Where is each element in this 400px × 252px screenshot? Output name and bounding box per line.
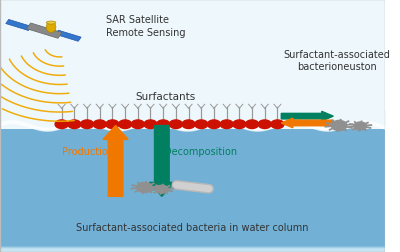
Bar [0, 217, 385, 248]
Circle shape [208, 120, 220, 129]
Bar [0, 189, 385, 247]
Bar [0, 211, 385, 248]
Circle shape [195, 120, 208, 129]
Bar [0, 170, 385, 247]
FancyArrow shape [103, 126, 128, 197]
Circle shape [68, 120, 81, 129]
FancyArrow shape [149, 126, 174, 197]
Circle shape [169, 120, 182, 129]
Bar [0, 214, 385, 248]
Bar [0, 176, 385, 247]
Bar [0, 227, 385, 248]
Text: Decomposition: Decomposition [164, 146, 237, 156]
Bar [0, 199, 385, 247]
Bar [0, 167, 385, 247]
Bar [0, 151, 385, 246]
Bar [0, 236, 385, 248]
Bar [0, 224, 385, 248]
Bar [0, 173, 385, 247]
FancyArrow shape [281, 119, 333, 128]
Circle shape [246, 120, 258, 129]
Bar [0, 205, 385, 248]
Bar [0, 230, 385, 248]
Polygon shape [6, 20, 31, 32]
Bar [0, 233, 385, 248]
Bar [0, 183, 385, 247]
Circle shape [118, 120, 132, 129]
Bar [0, 220, 385, 248]
FancyArrow shape [281, 112, 333, 121]
Text: SAR Satellite
Remote Sensing: SAR Satellite Remote Sensing [106, 15, 186, 38]
Bar [0, 154, 385, 246]
Bar [0, 164, 385, 247]
Circle shape [144, 120, 157, 129]
Circle shape [331, 121, 347, 131]
Ellipse shape [46, 22, 56, 25]
Bar [0, 148, 385, 246]
Text: Surfactant-associated
bacterioneuston: Surfactant-associated bacterioneuston [284, 49, 390, 72]
Circle shape [93, 120, 106, 129]
Ellipse shape [46, 23, 56, 33]
Polygon shape [56, 31, 81, 42]
Circle shape [157, 120, 170, 129]
Bar [0, 202, 385, 247]
Bar [0, 249, 385, 252]
Circle shape [55, 120, 68, 129]
Bar [0, 246, 385, 249]
Bar [0, 239, 385, 248]
Circle shape [233, 120, 246, 129]
Circle shape [258, 120, 271, 129]
Bar [0, 142, 385, 246]
Bar [0, 132, 385, 246]
Bar [0, 139, 385, 246]
Circle shape [156, 185, 168, 194]
Bar [0, 192, 385, 247]
Bar [0, 145, 385, 246]
Bar [0, 186, 385, 247]
Circle shape [137, 183, 152, 193]
Bar [0, 208, 385, 248]
Bar [0, 136, 385, 246]
Circle shape [106, 120, 119, 129]
Bar [0, 242, 385, 249]
Text: Production: Production [62, 146, 114, 156]
Circle shape [182, 120, 195, 129]
Bar [0, 129, 385, 246]
Polygon shape [26, 24, 62, 39]
Circle shape [271, 120, 284, 129]
Bar [0, 158, 385, 246]
Bar [0, 161, 385, 246]
Circle shape [354, 122, 366, 131]
Text: Surfactants: Surfactants [136, 92, 196, 102]
Circle shape [131, 120, 144, 129]
Bar [0, 195, 385, 247]
Circle shape [220, 120, 233, 129]
Circle shape [80, 120, 94, 129]
Text: Surfactant-associated bacteria in water column: Surfactant-associated bacteria in water … [76, 222, 309, 232]
Bar [0, 179, 385, 247]
